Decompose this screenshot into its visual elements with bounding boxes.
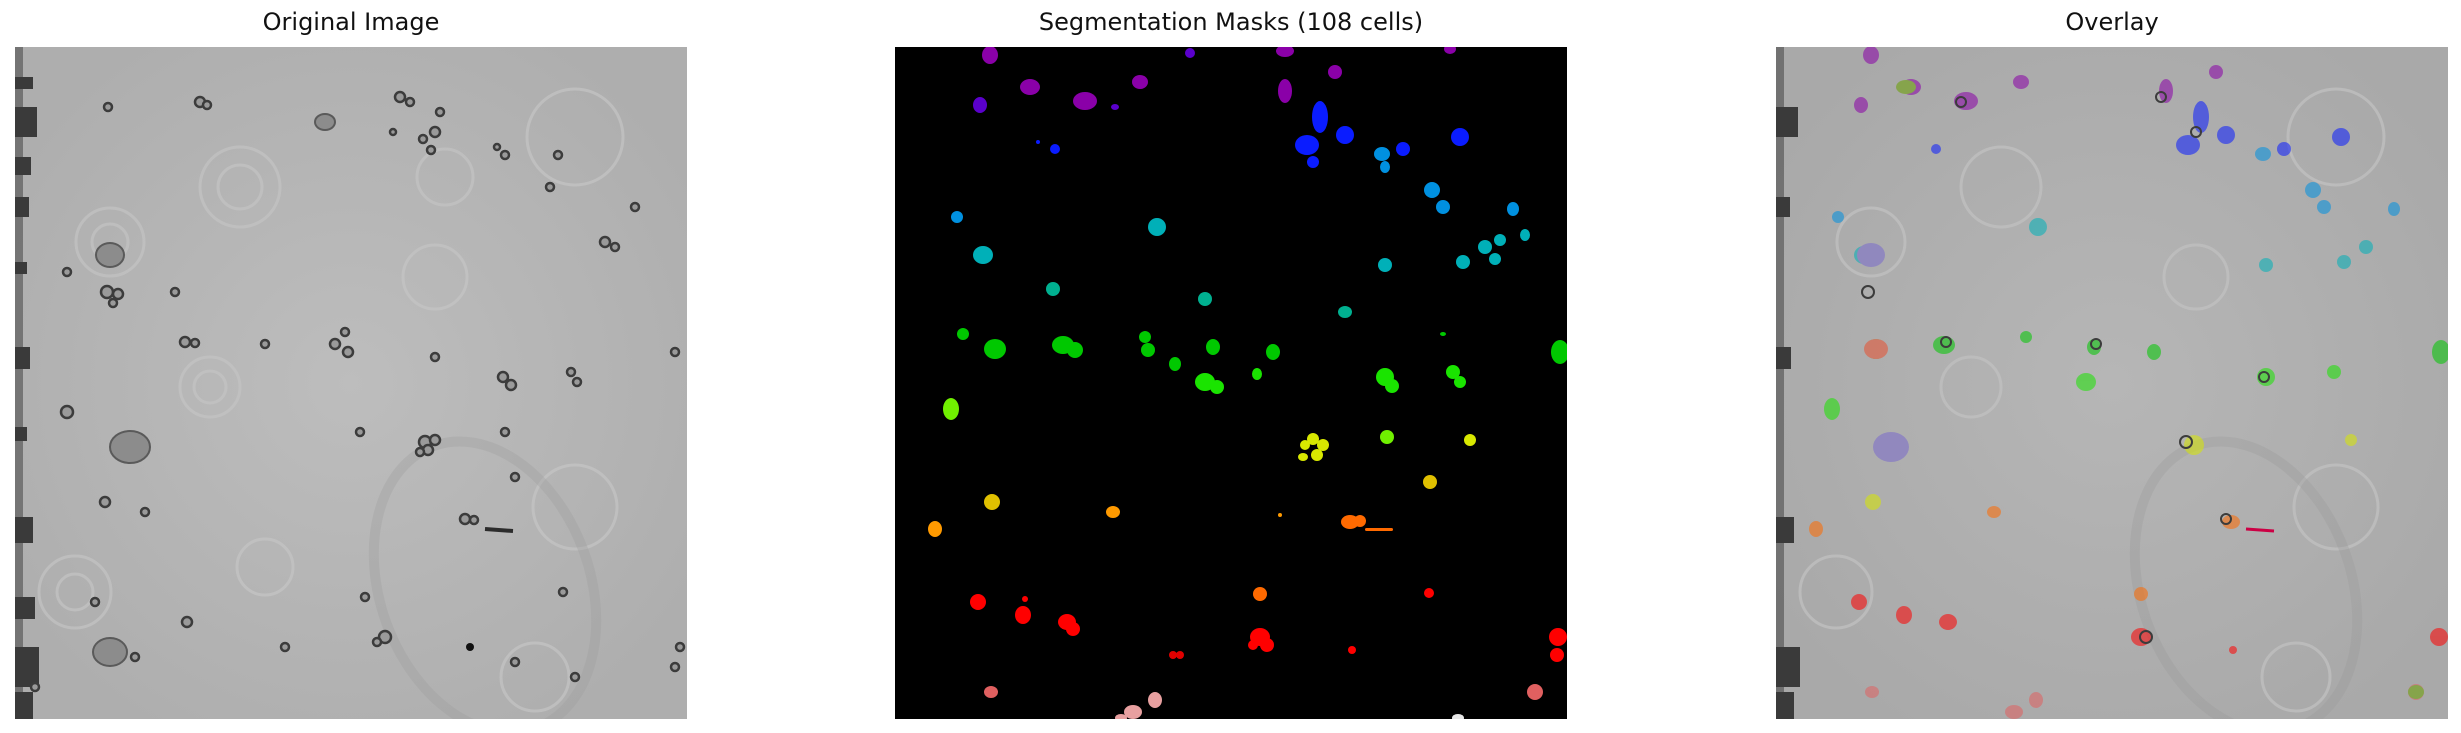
panel-title-original: Original Image: [262, 8, 440, 36]
overlay-image: [1776, 47, 2448, 719]
overlay-canvas: [1776, 47, 2448, 719]
panel-segmentation: Segmentation Masks (108 cells): [895, 0, 1567, 733]
segmentation-canvas: [895, 47, 1567, 719]
panel-title-segmentation: Segmentation Masks (108 cells): [1038, 8, 1424, 36]
original-image-canvas: [15, 47, 687, 719]
original-image: [15, 47, 687, 719]
panel-overlay: Overlay: [1776, 0, 2448, 733]
panel-title-overlay: Overlay: [2065, 8, 2159, 36]
panel-original: Original Image: [15, 0, 687, 733]
segmentation-masks-image: [895, 47, 1567, 719]
